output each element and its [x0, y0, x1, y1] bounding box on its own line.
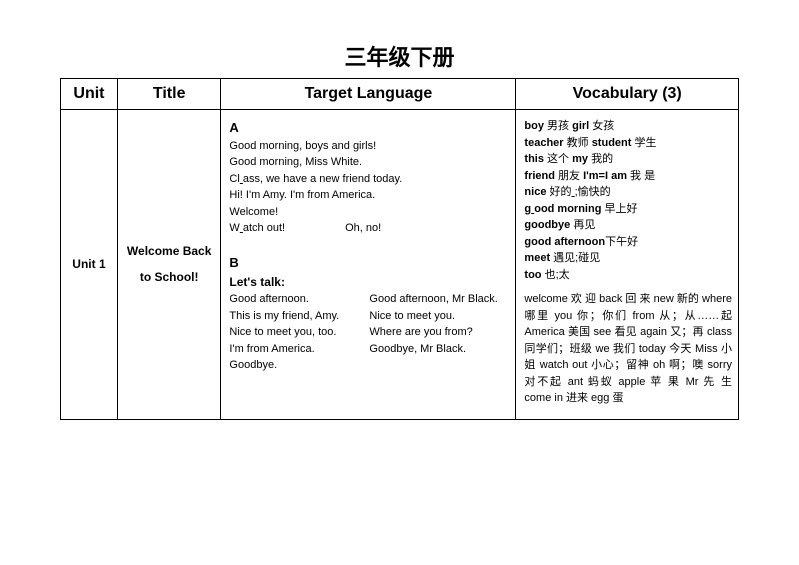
v2b: 教师: [564, 137, 592, 149]
b5: Goodbye.: [229, 359, 277, 371]
header-row: Unit Title Target Language Vocabulary (3…: [61, 79, 739, 110]
v8a: good afternoon: [524, 236, 605, 248]
line-a5: Welcome!: [229, 206, 278, 218]
v2d: 学生: [631, 137, 656, 149]
v4d: 我 是: [627, 170, 655, 182]
header-title: Title: [117, 79, 221, 110]
line-a3b: ass, we have a new friend today.: [243, 173, 402, 185]
v4c: I'm=I am: [583, 170, 627, 182]
section-a-label: A: [229, 118, 507, 138]
v1d: 女孩: [589, 120, 614, 132]
b4b1: Goodbye, Mr Blac: [369, 341, 457, 358]
v5c: ;愉快的: [575, 186, 611, 198]
vocabulary-cell: boy 男孩 girl 女孩 teacher 教师 student 学生 thi…: [516, 110, 739, 420]
curriculum-table: Unit Title Target Language Vocabulary (3…: [60, 78, 739, 420]
v4b: 朋友: [555, 170, 583, 182]
v1a: boy: [524, 120, 544, 132]
v4a: friend: [524, 170, 555, 182]
v1b: 男孩: [544, 120, 572, 132]
v3b: 这个: [544, 153, 572, 165]
line-a3a: Cl: [229, 173, 239, 185]
v3c: my: [572, 153, 588, 165]
b4a: I'm from America.: [229, 341, 369, 358]
title-line1: Welcome Back: [127, 244, 212, 258]
header-target: Target Language: [221, 79, 516, 110]
vocab-paragraph: welcome 欢 迎 back 回 来 new 新的 where 哪里 you…: [524, 291, 732, 407]
v7a: goodbye: [524, 219, 570, 231]
v8b: 下午好: [605, 236, 638, 248]
v5a: nice: [524, 186, 546, 198]
b1a: Good afternoon.: [229, 291, 369, 308]
b2b: Nice to meet you.: [369, 308, 455, 325]
v3d: 我的: [588, 153, 613, 165]
v10a: too: [524, 269, 541, 281]
v6b: ood morning: [534, 203, 601, 215]
lets-talk-label: Let's talk:: [229, 275, 285, 289]
b4b2: k.: [457, 341, 466, 358]
line-a4: Hi! I'm Amy. I'm from America.: [229, 189, 375, 201]
b1b: Good afternoon, Mr Black.: [369, 291, 497, 308]
line-a1: Good morning, boys and girls!: [229, 140, 376, 152]
v2a: teacher: [524, 137, 563, 149]
b3a: Nice to meet you, too.: [229, 324, 369, 341]
v1c: girl: [572, 120, 589, 132]
v2c: student: [592, 137, 632, 149]
target-language-cell: A Good morning, boys and girls! Good mor…: [221, 110, 516, 420]
b2a: This is my friend, Amy.: [229, 308, 369, 325]
v3a: this: [524, 153, 544, 165]
title-line2: to School!: [140, 270, 199, 284]
line-a6a: W: [229, 222, 239, 234]
table-row: Unit 1 Welcome Back to School! A Good mo…: [61, 110, 739, 420]
v6c: 早上好: [601, 203, 637, 215]
v10b: 也;太: [542, 269, 570, 281]
v7b: 再见: [570, 219, 595, 231]
line-a2: Good morning, Miss White.: [229, 156, 362, 168]
b3b: Where are you from?: [369, 324, 472, 341]
title-cell: Welcome Back to School!: [117, 110, 221, 420]
line-a6b: atch out!: [243, 222, 285, 234]
v9a: meet: [524, 252, 550, 264]
v9b: 遇见;碰见: [550, 252, 600, 264]
header-unit: Unit: [61, 79, 118, 110]
v5b: 好的: [546, 186, 571, 198]
header-vocab: Vocabulary (3): [516, 79, 739, 110]
unit-cell: Unit 1: [61, 110, 118, 420]
line-a6c: Oh, no!: [345, 222, 381, 234]
section-b-label: B: [229, 253, 507, 273]
document-page: 三年级下册 Unit Title Target Language Vocabul…: [0, 0, 799, 440]
page-title: 三年级下册: [60, 40, 739, 72]
